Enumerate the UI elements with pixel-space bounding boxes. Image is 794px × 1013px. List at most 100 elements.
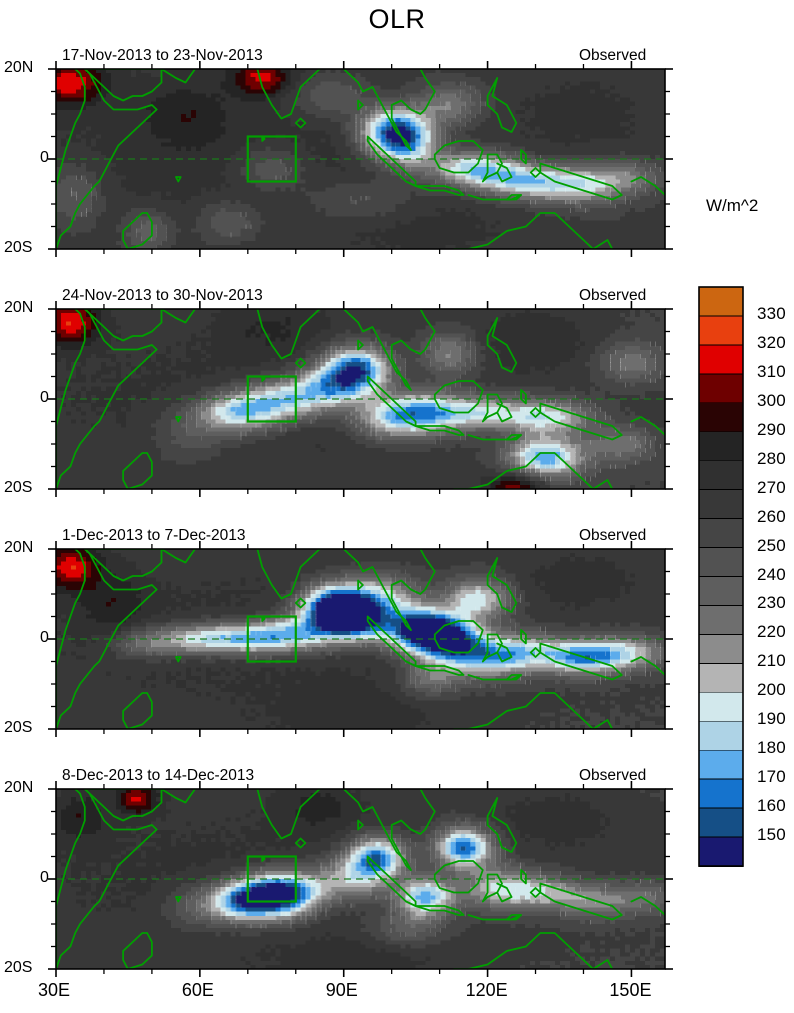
- y-tick-label-20S: 20S: [4, 719, 32, 737]
- coastline: [529, 167, 542, 178]
- coastline: [414, 185, 465, 196]
- colorbar-band: [698, 431, 744, 462]
- coastline: [294, 597, 307, 609]
- colorbar-band: [698, 576, 744, 607]
- colorbar-tick-label-320: 320: [757, 333, 786, 353]
- colorbar-band: [698, 662, 744, 694]
- colorbar-band: [698, 489, 744, 520]
- coastline: [390, 69, 436, 151]
- coastline: [376, 789, 380, 790]
- coastline: [437, 309, 441, 310]
- y-tick-label-20S: 20S: [4, 479, 32, 497]
- panel-2-source: Observed: [579, 287, 646, 305]
- colorbar-tick-label-180: 180: [757, 738, 786, 758]
- coastline: [520, 869, 527, 885]
- colorbar-band: [698, 836, 744, 867]
- colorbar-band: [698, 778, 744, 809]
- y-tick-label-20S: 20S: [4, 959, 32, 977]
- colorbar-band: [698, 633, 744, 665]
- coastline: [175, 176, 182, 183]
- y-tick-label-0: 0: [40, 869, 49, 887]
- x-tick-label-120E: 120E: [466, 980, 508, 1001]
- coastline: [160, 789, 196, 804]
- coastline: [486, 317, 518, 373]
- coastline: [496, 882, 513, 903]
- coastline: [56, 789, 86, 969]
- y-tick-label-20N: 20N: [4, 59, 33, 77]
- x-tick-label-150E: 150E: [609, 980, 651, 1001]
- coastline: [56, 69, 158, 249]
- colorbar-band: [698, 286, 744, 317]
- coastline: [122, 932, 153, 969]
- coastline: [83, 789, 163, 822]
- coastline: [467, 674, 522, 681]
- colorbar-band: [698, 402, 744, 433]
- colorbar-tick-label-250: 250: [757, 536, 786, 556]
- panel-4-field: [56, 789, 665, 969]
- coastline: [433, 860, 484, 894]
- coastline: [630, 896, 665, 916]
- coastline: [255, 69, 322, 120]
- coastline: [481, 873, 503, 903]
- coastline: [390, 789, 436, 871]
- colorbar-band: [698, 807, 744, 838]
- coastline: [122, 692, 153, 729]
- panel-4-title: 8-Dec-2013 to 14-Dec-2013: [62, 767, 254, 785]
- coastline: [453, 932, 614, 969]
- y-tick-label-0: 0: [40, 629, 49, 647]
- colorbar-tick-label-170: 170: [757, 767, 786, 787]
- coastline: [261, 135, 266, 142]
- colorbar-tick-label-300: 300: [757, 391, 786, 411]
- coastline: [437, 69, 441, 70]
- coastline: [160, 69, 196, 84]
- coastline: [357, 339, 364, 351]
- y-tick-label-0: 0: [40, 149, 49, 167]
- x-tick-label-30E: 30E: [38, 980, 70, 1001]
- coastline: [342, 309, 412, 391]
- coastline: [539, 402, 623, 441]
- coastline: [467, 194, 522, 201]
- coastline: [437, 549, 441, 550]
- coastline: [294, 117, 307, 129]
- colorbar-band: [698, 720, 744, 752]
- coastline: [437, 789, 441, 790]
- coastline: [56, 309, 158, 489]
- coastline: [539, 642, 623, 681]
- y-tick-label-20N: 20N: [4, 539, 33, 557]
- coastline: [261, 615, 266, 622]
- colorbar-band: [698, 547, 744, 578]
- coastline: [56, 69, 86, 249]
- coastline: [529, 407, 542, 418]
- coastline: [390, 309, 436, 391]
- coastline: [83, 309, 163, 342]
- coastline: [122, 452, 153, 489]
- colorbar-tick-label-260: 260: [757, 507, 786, 527]
- coastline: [496, 402, 513, 423]
- colorbar-band: [698, 344, 744, 375]
- coastline: [453, 212, 614, 249]
- coastline: [83, 549, 163, 582]
- colorbar-tick-label-160: 160: [757, 796, 786, 816]
- colorbar[interactable]: [698, 286, 744, 867]
- coastline: [357, 579, 364, 591]
- colorbar-band: [698, 691, 744, 723]
- x-tick-label-90E: 90E: [326, 980, 358, 1001]
- colorbar-band: [698, 605, 744, 636]
- colorbar-tick-label-240: 240: [757, 565, 786, 585]
- coastline: [486, 557, 518, 613]
- figure-title: OLR: [0, 4, 794, 35]
- coastline: [255, 789, 322, 840]
- y-tick-label-20N: 20N: [4, 779, 33, 797]
- colorbar-band: [698, 373, 744, 404]
- coastline: [520, 149, 527, 165]
- colorbar-tick-label-210: 210: [757, 651, 786, 671]
- colorbar-band: [698, 518, 744, 549]
- coastline: [467, 914, 522, 921]
- coastline: [520, 389, 527, 405]
- coastline: [414, 665, 465, 676]
- panel-4-source: Observed: [579, 767, 646, 785]
- colorbar-tick-label-310: 310: [757, 362, 786, 382]
- coastline: [529, 647, 542, 658]
- colorbar-tick-label-190: 190: [757, 709, 786, 729]
